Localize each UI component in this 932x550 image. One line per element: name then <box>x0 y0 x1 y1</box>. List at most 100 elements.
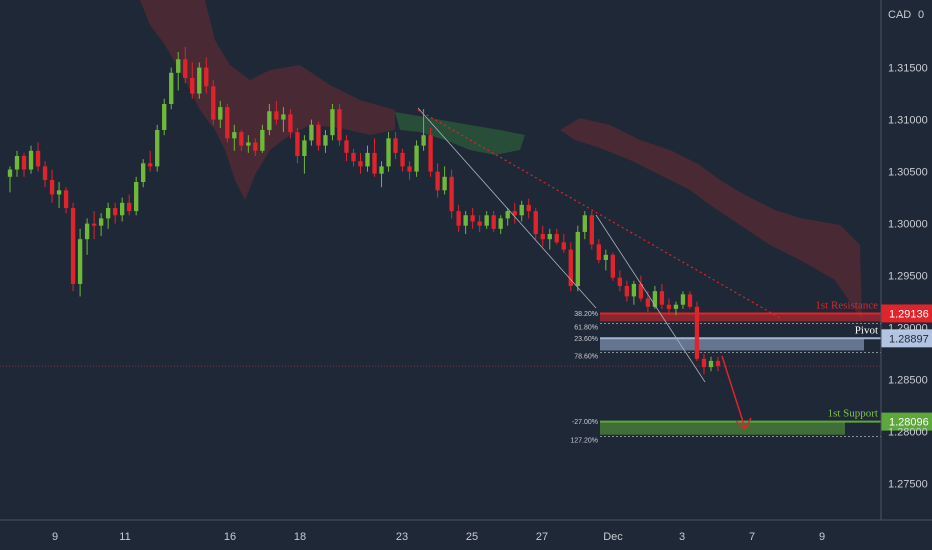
candle <box>694 301 700 361</box>
support-price-box <box>881 412 932 431</box>
candle <box>561 234 566 253</box>
candle <box>498 215 503 234</box>
time-axis[interactable]: 9 11 16 18 23 25 27 Dec 3 7 9 <box>0 519 932 543</box>
candle-body <box>645 298 651 307</box>
candle <box>624 280 630 302</box>
candle <box>407 161 412 180</box>
time-tick-label: 3 <box>679 531 685 543</box>
candle-body <box>624 286 630 297</box>
candle <box>176 52 181 91</box>
time-tick-label: 11 <box>119 531 130 543</box>
candle <box>358 152 363 174</box>
candle <box>708 356 714 372</box>
candle-body <box>379 166 384 174</box>
candle <box>414 140 419 177</box>
candle <box>386 132 391 172</box>
candle <box>155 124 160 172</box>
candle <box>63 187 69 214</box>
ichimoku-cloud <box>140 0 862 320</box>
candle-body <box>540 234 545 240</box>
candle <box>126 194 132 216</box>
candle <box>35 142 41 172</box>
candle-body <box>126 202 132 212</box>
fib-label-bottom: 61.80% <box>574 324 598 331</box>
channel-line-lower <box>595 214 706 383</box>
candle-body <box>295 132 300 156</box>
candle <box>134 176 139 216</box>
price-tick-label: 1.29000 <box>888 323 928 335</box>
price-tick-label: 1.27500 <box>888 479 928 491</box>
candle <box>183 46 188 84</box>
time-tick-label: 23 <box>396 531 408 543</box>
candle <box>169 67 174 110</box>
candle-body <box>715 360 721 367</box>
candle-body <box>134 182 139 212</box>
candle-body <box>652 291 658 307</box>
price-axis[interactable]: CAD 0 1.31500 1.31000 1.30500 1.30000 1.2950… <box>880 0 928 520</box>
candle <box>148 150 153 172</box>
candle <box>253 138 258 156</box>
candle-body <box>7 169 13 177</box>
candle-body <box>190 78 195 94</box>
channel-line-upper <box>417 107 597 309</box>
candle <box>393 132 398 160</box>
candle <box>435 163 440 198</box>
candle <box>351 148 356 167</box>
pivot-zone: 23.60% 78.60% Pivot 1.28897 <box>574 324 932 360</box>
candle-body <box>274 111 279 120</box>
candle-body <box>526 204 531 212</box>
candle <box>309 119 314 146</box>
candle <box>21 152 27 177</box>
candle-body <box>519 204 524 216</box>
candle <box>463 211 468 234</box>
pivot-price-box <box>881 329 932 348</box>
candle-body <box>386 138 391 167</box>
candle <box>701 353 707 375</box>
candle <box>267 104 272 136</box>
candle <box>456 204 461 232</box>
candle-body <box>112 208 118 216</box>
support-zone: -27.00% 127.20% 1st Support 1.28096 <box>570 408 932 445</box>
candle <box>365 145 370 172</box>
candle <box>659 283 665 309</box>
pivot-price-value: 1.28897 <box>889 333 929 345</box>
candle-body <box>260 130 265 151</box>
candle <box>491 211 496 232</box>
candle <box>617 270 623 292</box>
candle <box>337 104 342 146</box>
candle-body <box>316 124 321 146</box>
candle-body <box>589 215 594 245</box>
candle-body <box>91 223 97 226</box>
candle-body <box>225 107 230 139</box>
candle <box>526 198 531 219</box>
candle-body <box>351 152 356 162</box>
price-tick-label: 1.30000 <box>888 219 928 231</box>
candle <box>162 98 167 136</box>
resistance-price-box <box>881 304 932 323</box>
candle <box>680 291 686 309</box>
candle-body <box>442 176 447 191</box>
candle <box>344 135 349 162</box>
price-tick-label: 1.28000 <box>888 427 928 439</box>
candle-body <box>267 111 272 130</box>
candle <box>7 166 13 193</box>
candle-body <box>435 171 440 191</box>
candle <box>105 202 111 229</box>
candle <box>77 228 83 297</box>
candle <box>470 208 475 229</box>
candle <box>70 202 76 292</box>
candle-body <box>246 142 251 146</box>
resistance-zone: 38.20% 61.80% 1st Resistance 1.29136 <box>574 299 932 331</box>
candle-body <box>197 67 202 94</box>
level-zones: 38.20% 61.80% 1st Resistance 1.29136 23.60% 7… <box>0 299 932 445</box>
candle-body <box>554 234 559 243</box>
candle <box>603 249 609 271</box>
candle-body <box>393 138 398 153</box>
candle <box>575 225 580 292</box>
candle <box>372 138 377 177</box>
candle-body <box>35 150 41 167</box>
candle <box>568 242 573 292</box>
candle-body <box>701 358 707 368</box>
